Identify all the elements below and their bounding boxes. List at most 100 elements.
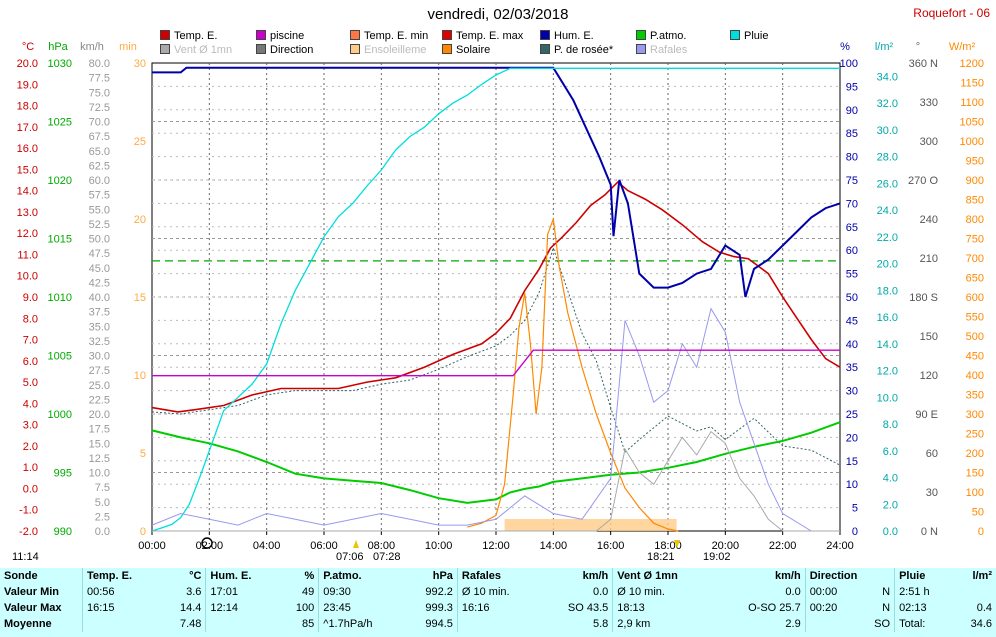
temp-tick-label: 14.0 bbox=[17, 186, 38, 198]
wind-tick-label: 75.0 bbox=[89, 87, 110, 99]
stats-cell: Total: bbox=[894, 616, 953, 632]
humidity-tick-label: 5 bbox=[852, 503, 858, 515]
stats-cell: 49 bbox=[302, 586, 315, 598]
legend: Temp. E. Vent Ø 1mn piscine Direction Temp. … bbox=[160, 30, 768, 60]
temp-tick-label: 18.0 bbox=[17, 101, 38, 113]
solar-tick-label: 950 bbox=[966, 156, 984, 168]
wind-tick-label: 60.0 bbox=[89, 175, 110, 187]
legend-swatch bbox=[256, 30, 266, 40]
direction-tick-label: 360 N bbox=[909, 58, 938, 70]
rain-tick-label: 30.0 bbox=[877, 125, 898, 137]
rain-tick-label: 22.0 bbox=[877, 232, 898, 244]
rain-tick-label: 10.0 bbox=[877, 392, 898, 404]
solar-tick-label: 1150 bbox=[960, 78, 984, 90]
solar-tick-label: 250 bbox=[966, 429, 984, 441]
legend-label: Temp. E. min bbox=[364, 30, 429, 42]
temp-tick-label: 9.0 bbox=[23, 292, 38, 304]
series-solaire bbox=[467, 218, 679, 532]
rain-tick-label: 26.0 bbox=[877, 178, 898, 190]
moonset-label: 19:02 bbox=[703, 551, 731, 563]
wind-tick-label: 40.0 bbox=[89, 292, 110, 304]
wind-tick-label: 77.5 bbox=[89, 73, 110, 85]
wind-tick-label: 0.0 bbox=[95, 526, 110, 538]
stats-cell: 00:20 bbox=[804, 600, 859, 616]
x-tick-label: 04:00 bbox=[253, 540, 281, 552]
humidity-tick-label: 90 bbox=[846, 105, 858, 117]
stats-header-sonde: Sonde bbox=[4, 570, 38, 582]
wind-tick-label: 55.0 bbox=[89, 204, 110, 216]
series-rafales bbox=[151, 307, 840, 532]
wind-tick-label: 70.0 bbox=[89, 117, 110, 129]
series-pluie bbox=[151, 67, 840, 532]
temp-tick-label: 13.0 bbox=[17, 207, 38, 219]
legend-label: Pluie bbox=[744, 30, 769, 42]
wind-tick-label: 20.0 bbox=[89, 409, 110, 421]
stats-cell: 09:30 bbox=[318, 584, 405, 600]
humidity-tick-label: 100 bbox=[840, 58, 858, 70]
weather-chart: °C hPa km/h min% l/m² ° W/m² -2.0 -1.0 0.0 1.0 2.0 3… bbox=[12, 41, 984, 563]
temp-tick-label: -1.0 bbox=[19, 505, 38, 517]
rain-tick-label: 20.0 bbox=[877, 259, 898, 271]
pressure-tick-label: 1025 bbox=[48, 117, 72, 129]
rain-tick-label: 14.0 bbox=[877, 339, 898, 351]
stats-cell: 16:15 bbox=[81, 600, 162, 616]
humidity-tick-label: 15 bbox=[846, 456, 858, 468]
temp-tick-label: 8.0 bbox=[23, 313, 38, 325]
direction-tick-label: 0 N bbox=[921, 526, 938, 538]
pressure-tick-label: 1020 bbox=[48, 175, 72, 187]
humidity-tick-label: 65 bbox=[846, 222, 858, 234]
solar-tick-label: 700 bbox=[966, 253, 984, 265]
temp-tick-label: 11.0 bbox=[17, 249, 38, 261]
wind-tick-label: 50.0 bbox=[89, 234, 110, 246]
temp-tick-label: 4.0 bbox=[23, 398, 38, 410]
wind-tick-label: 80.0 bbox=[89, 58, 110, 70]
solar-tick-label: 500 bbox=[966, 331, 984, 343]
stats-cell: 100 bbox=[295, 602, 315, 614]
moonrise-label: 07:28 bbox=[373, 551, 401, 563]
stats-cell: Ø 10 min. bbox=[612, 584, 715, 600]
stats-cell: SO bbox=[874, 618, 891, 630]
stats-cell: 0.0 bbox=[592, 586, 609, 598]
stats-cell bbox=[81, 616, 162, 632]
temp-tick-label: 12.0 bbox=[17, 228, 38, 240]
wind-tick-label: 30.0 bbox=[89, 351, 110, 363]
x-tick-label: 12:00 bbox=[482, 540, 510, 552]
stats-cell: 994.5 bbox=[425, 618, 453, 630]
legend-label: piscine bbox=[270, 30, 305, 42]
legend-swatch bbox=[540, 44, 550, 54]
stats-row-label: Valeur Max bbox=[4, 602, 62, 614]
rain-tick-label: 16.0 bbox=[877, 312, 898, 324]
stats-header-temp-unit: °C bbox=[189, 570, 202, 582]
wind-tick-label: 67.5 bbox=[89, 131, 110, 143]
stats-header-vent-unit: km/h bbox=[775, 570, 801, 582]
stats-cell: 7.48 bbox=[180, 618, 202, 630]
direction-tick-label: 180 S bbox=[909, 292, 938, 304]
solar-tick-label: 50 bbox=[972, 507, 984, 519]
legend-item: Hum. E. bbox=[540, 30, 594, 42]
series-vent-mn bbox=[152, 430, 840, 532]
legend-label: Direction bbox=[270, 44, 314, 56]
x-tick-label: 08:00 bbox=[368, 540, 396, 552]
legend-label: Ensoleilleme bbox=[364, 44, 427, 56]
wind-tick-label: 47.5 bbox=[89, 248, 110, 260]
legend-label: Temp. E. max bbox=[456, 30, 524, 42]
temp-tick-label: 5.0 bbox=[23, 377, 38, 389]
humidity-tick-label: 80 bbox=[846, 152, 858, 164]
wind-tick-label: 27.5 bbox=[89, 365, 110, 377]
solar-tick-label: 450 bbox=[966, 351, 984, 363]
stats-header-hum-unit: % bbox=[304, 570, 315, 582]
humidity-tick-label: 30 bbox=[846, 386, 858, 398]
temp-tick-label: 0.0 bbox=[23, 483, 38, 495]
x-tick-label: 14:00 bbox=[540, 540, 568, 552]
axis-unit-label: W/m² bbox=[949, 41, 976, 53]
x-tick-label: 22:00 bbox=[769, 540, 797, 552]
stats-header-patmo-unit: hPa bbox=[432, 570, 453, 582]
stats-panel: Sonde Temp. E. °C Hum. E. % P.atmo. hPa … bbox=[0, 568, 996, 637]
stats-cell: 00:00 bbox=[804, 584, 859, 600]
rain-tick-label: 2.0 bbox=[883, 499, 898, 511]
humidity-tick-label: 55 bbox=[846, 269, 858, 281]
sunshine-tick-label: 0 bbox=[140, 526, 146, 538]
sunshine-tick-label: 20 bbox=[134, 214, 146, 226]
legend-swatch bbox=[442, 30, 452, 40]
x-tick-label: 16:00 bbox=[597, 540, 625, 552]
